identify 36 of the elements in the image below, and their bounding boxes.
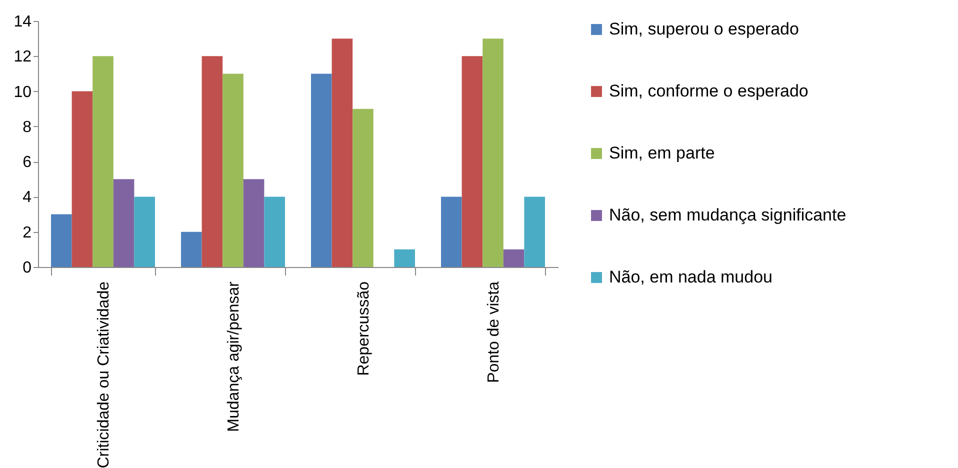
bar <box>332 38 353 267</box>
bar <box>264 196 285 267</box>
legend-label: Não, sem mudança significante <box>609 206 846 224</box>
y-tick-label: 6 <box>22 154 32 172</box>
bar <box>51 214 72 267</box>
bar <box>394 249 415 267</box>
x-tick-label: Mudança agir/pensar <box>226 280 242 432</box>
x-tick-label: Ponto de vista <box>486 281 502 383</box>
legend-label: Sim, superou o esperado <box>609 20 799 38</box>
x-tick-label: Criticidade ou Criatividade <box>96 281 112 468</box>
bar <box>503 249 524 267</box>
bar <box>524 196 545 267</box>
bar <box>202 56 223 267</box>
y-tick-label: 0 <box>22 260 32 276</box>
legend-label: Não, em nada mudou <box>609 268 772 286</box>
legend-label: Sim, em parte <box>609 144 715 162</box>
bar <box>482 38 504 267</box>
y-tick-label: 10 <box>14 84 32 101</box>
y-tick-label: 14 <box>14 14 32 30</box>
bar <box>113 179 134 267</box>
bar <box>243 179 264 267</box>
x-tick-label: Repercussão <box>356 281 372 376</box>
y-tick-label: 4 <box>22 189 32 206</box>
bar <box>181 232 202 267</box>
bar <box>462 56 483 267</box>
bar <box>134 196 155 267</box>
y-tick-label: 2 <box>22 224 32 242</box>
bar <box>441 196 462 267</box>
bar <box>311 74 332 267</box>
bar <box>222 74 244 267</box>
bar <box>352 108 374 267</box>
y-tick-label: 8 <box>22 118 32 136</box>
bar <box>92 56 114 267</box>
y-tick-label: 12 <box>14 48 32 66</box>
legend-label: Sim, conforme o esperado <box>609 82 808 100</box>
bar <box>72 91 93 267</box>
